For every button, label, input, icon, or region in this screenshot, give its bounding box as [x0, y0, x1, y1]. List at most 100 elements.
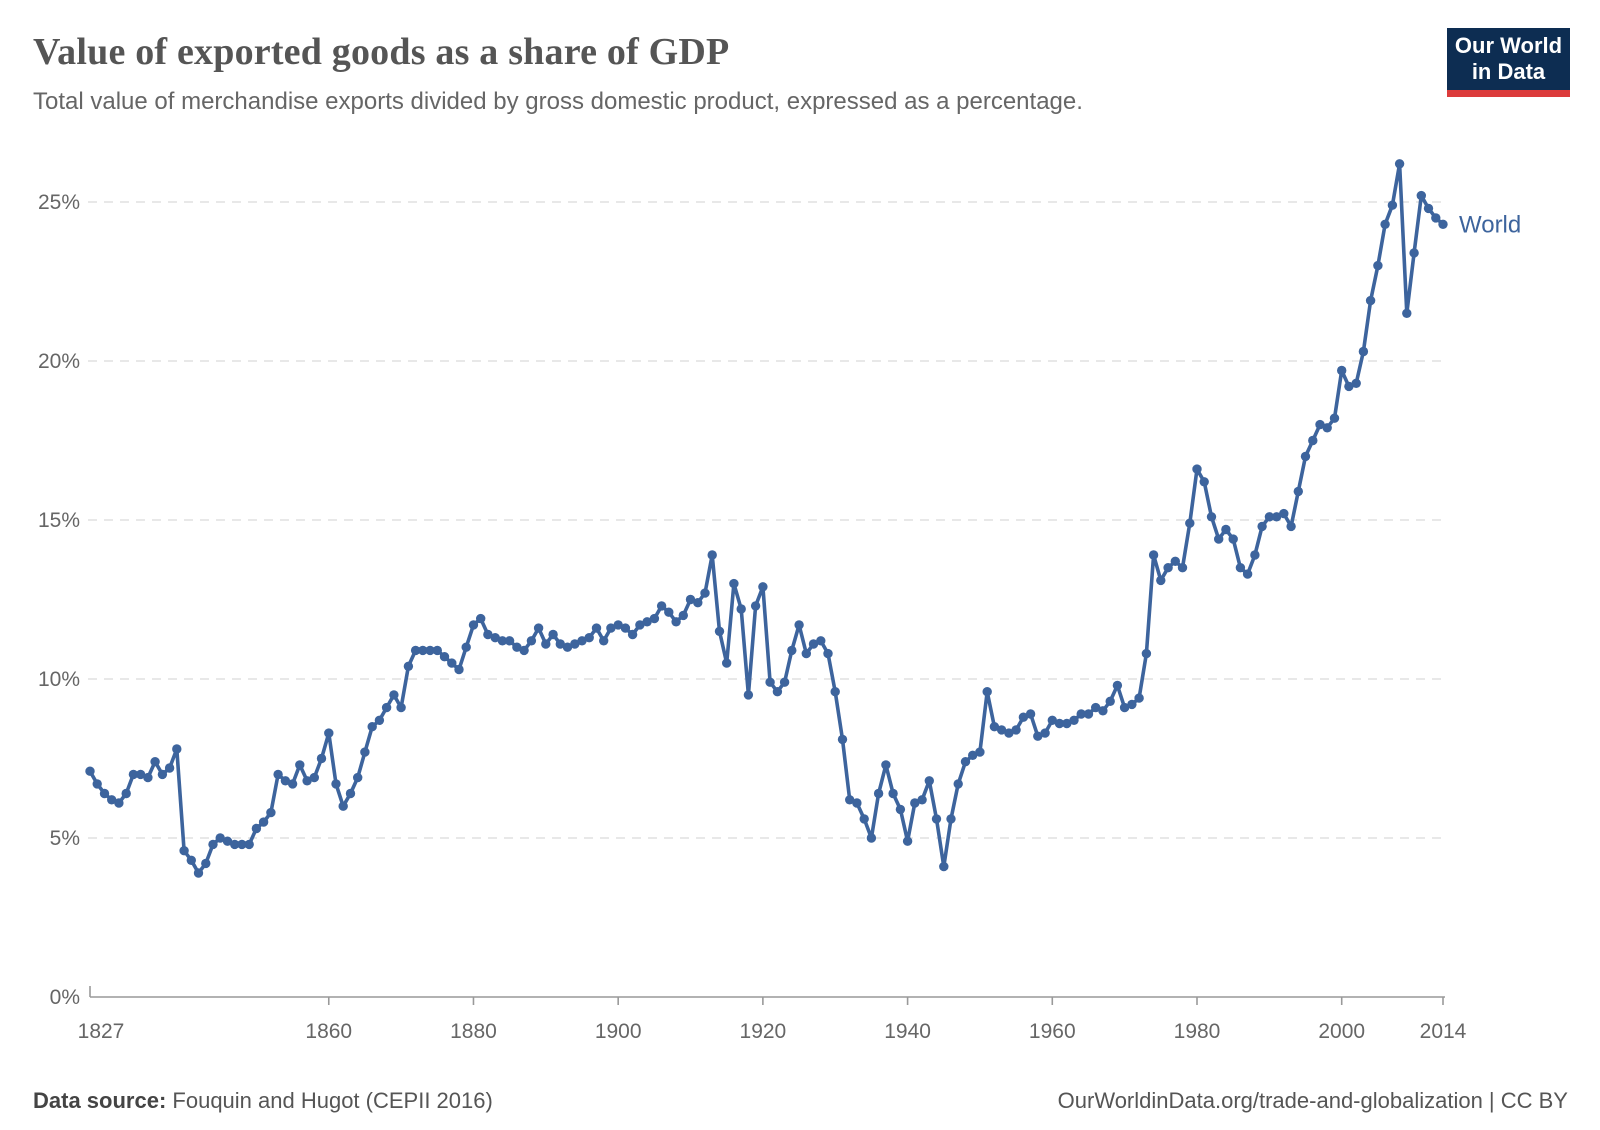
data-point	[1235, 563, 1246, 573]
data-point	[1170, 556, 1181, 566]
data-point	[758, 582, 768, 592]
data-point	[859, 814, 869, 824]
owid-logo-line2: in Data	[1471, 59, 1546, 84]
y-axis-label-25: 25%	[38, 191, 80, 214]
data-point	[208, 839, 218, 850]
data-point	[1279, 508, 1289, 519]
data-point	[707, 550, 717, 560]
data-point	[1431, 213, 1441, 223]
chart-subtitle: Total value of merchandise exports divid…	[33, 88, 1083, 115]
data-point	[374, 715, 385, 725]
data-point	[548, 629, 558, 640]
data-point	[693, 598, 703, 608]
data-point	[613, 620, 623, 630]
x-axis-label-1920: 1920	[740, 1020, 787, 1043]
data-point	[982, 687, 992, 697]
data-point	[512, 642, 522, 652]
data-point	[1091, 702, 1101, 713]
data-source-label: Data source:	[33, 1088, 167, 1113]
data-point	[765, 677, 775, 687]
data-point	[917, 795, 927, 805]
data-point	[1365, 295, 1376, 306]
data-point	[808, 639, 819, 649]
data-point	[606, 623, 616, 633]
data-point	[164, 763, 175, 773]
data-point	[946, 814, 956, 824]
y-axis-label-0: 0%	[50, 986, 80, 1009]
data-point	[1062, 718, 1072, 729]
data-point	[201, 858, 211, 869]
y-axis-label-10: 10%	[38, 668, 80, 691]
data-point	[1206, 512, 1217, 522]
data-point	[1018, 712, 1029, 722]
x-axis-label-1960: 1960	[1029, 1020, 1076, 1043]
data-point	[1380, 219, 1390, 229]
data-point	[736, 604, 746, 614]
data-point	[331, 779, 341, 789]
data-point	[143, 772, 153, 783]
data-point	[287, 779, 298, 789]
data-point	[1402, 308, 1412, 318]
data-point	[1069, 715, 1079, 725]
data-point	[1308, 435, 1318, 446]
data-point	[222, 836, 233, 846]
data-point	[128, 769, 139, 780]
data-point	[1286, 521, 1296, 532]
data-point	[410, 645, 421, 656]
data-point	[1119, 702, 1130, 713]
data-point	[1054, 718, 1065, 729]
owid-logo: Our World in Data	[1447, 28, 1570, 97]
data-point	[309, 772, 319, 783]
data-point	[1134, 693, 1144, 703]
x-axis-label-1860: 1860	[305, 1020, 352, 1043]
data-point	[895, 804, 906, 815]
data-point	[1141, 648, 1152, 659]
data-point	[823, 648, 833, 659]
data-point	[454, 664, 464, 675]
data-point	[519, 645, 529, 656]
data-point	[1163, 563, 1173, 573]
data-point	[526, 636, 537, 646]
data-point	[722, 658, 732, 668]
data-point	[1344, 381, 1354, 392]
data-point	[1148, 550, 1159, 560]
data-point	[92, 779, 102, 789]
data-point	[266, 807, 276, 818]
data-point	[570, 639, 580, 649]
data-point	[656, 601, 667, 611]
data-point	[996, 725, 1007, 735]
data-point	[230, 839, 240, 850]
owid-logo-red-bar	[1447, 90, 1570, 97]
data-point	[816, 636, 826, 646]
data-point	[779, 677, 790, 687]
data-point	[1192, 464, 1202, 474]
data-point	[642, 617, 652, 627]
data-point	[1416, 190, 1427, 201]
data-point	[714, 626, 725, 636]
data-point	[924, 776, 934, 786]
data-point	[1271, 512, 1282, 522]
data-point	[468, 620, 479, 630]
data-point	[743, 690, 754, 700]
data-point	[1033, 731, 1043, 741]
data-point	[1221, 524, 1231, 535]
data-point	[418, 645, 428, 656]
data-point	[403, 661, 414, 671]
footer-attribution: OurWorldinData.org/trade-and-globalizati…	[1057, 1088, 1568, 1113]
data-point	[1185, 518, 1195, 528]
data-point	[873, 788, 884, 799]
data-point	[345, 788, 356, 799]
x-axis-label-1900: 1900	[595, 1020, 642, 1043]
data-point	[1083, 709, 1094, 719]
x-axis-label-2000: 2000	[1318, 1020, 1365, 1043]
data-point	[85, 766, 95, 776]
data-point	[258, 817, 269, 827]
world-series-line	[88, 162, 1445, 875]
data-point	[1387, 200, 1398, 210]
data-point	[367, 722, 377, 732]
data-point	[237, 839, 247, 850]
data-point	[649, 613, 660, 624]
data-point	[671, 617, 681, 627]
data-point	[1076, 709, 1086, 719]
